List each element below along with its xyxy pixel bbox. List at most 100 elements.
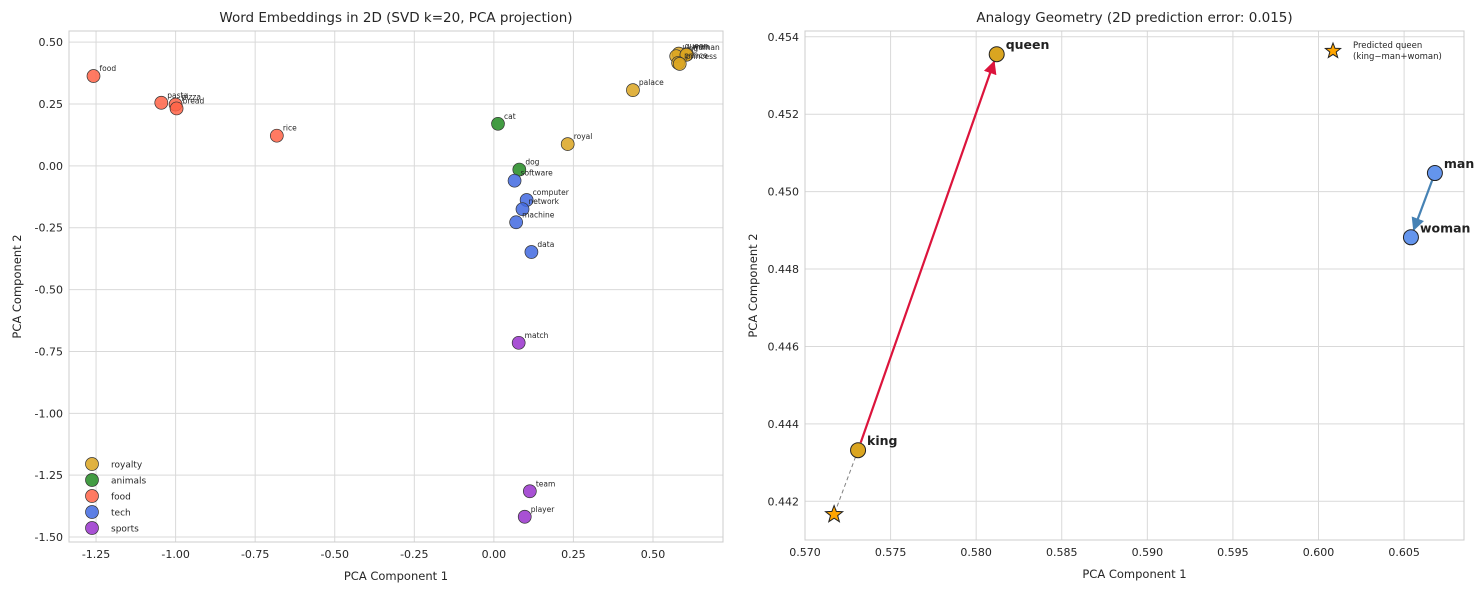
point-software [507, 173, 522, 188]
legend-label: animals [111, 477, 147, 487]
y-tick-label: 0.444 [768, 418, 800, 431]
x-tick-label: -0.75 [241, 548, 269, 561]
y-tick-label: 0.446 [768, 340, 800, 353]
x-tick-label: 0.595 [1217, 546, 1249, 559]
x-tick-label: -1.25 [82, 548, 110, 561]
y-tick-label: 0.454 [768, 31, 800, 44]
point-label: royal [574, 132, 593, 141]
legend-marker-royalty [85, 457, 99, 471]
x-axis-label: PCA Component 1 [344, 569, 448, 583]
point-king [850, 442, 867, 459]
y-tick-label: 0.50 [39, 36, 64, 49]
point-label: pizza [182, 92, 201, 101]
point-label: match [525, 331, 549, 340]
legend-label: Predicted queen [1353, 41, 1422, 51]
x-tick-label: 0.580 [960, 546, 992, 559]
point-queen [988, 46, 1005, 63]
x-tick-label: 0.575 [875, 546, 907, 559]
legend-label: sports [111, 525, 139, 535]
point-label: king [867, 433, 897, 448]
point-label: food [100, 64, 117, 73]
point-label: team [536, 479, 555, 488]
legend-label: royalty [111, 461, 143, 471]
point-label: man [693, 42, 710, 51]
point-pasta [154, 95, 169, 110]
point-match [511, 335, 526, 350]
point-label: cat [504, 112, 516, 121]
point-label: woman [692, 43, 720, 52]
arrow-king-to-queen [859, 60, 997, 444]
point-label: rice [283, 124, 297, 133]
point-royal [560, 137, 575, 151]
legend-marker-animals [85, 473, 99, 487]
point-label: queen [685, 42, 709, 51]
y-tick-label: 0.450 [768, 186, 800, 199]
point-label: software [521, 169, 554, 178]
x-tick-label: 0.25 [561, 548, 586, 561]
predicted-queen-star [824, 504, 845, 523]
point-rice [269, 128, 284, 143]
point-woman [1402, 229, 1419, 246]
y-tick-label: 0.442 [768, 495, 800, 508]
legend-marker-food [85, 489, 99, 503]
point-label: bread [183, 96, 205, 105]
prediction-dashed-line [833, 450, 859, 515]
y-tick-label: -1.25 [35, 469, 63, 482]
point-label: machine [522, 210, 555, 219]
y-tick-label: -0.50 [35, 284, 63, 297]
x-tick-label: -1.00 [161, 548, 189, 561]
point-label: princess [686, 52, 717, 61]
point-network [515, 202, 530, 217]
legend-label: food [111, 493, 131, 503]
y-tick-label: 0.25 [39, 98, 64, 111]
embeddings-chart: -1.25 -1.00 -0.75 -0.50 -0.25 0.00 0.25 0.50 -1.… [10, 10, 724, 583]
x-tick-label: 0.605 [1388, 546, 1420, 559]
legend-marker-tech [85, 505, 99, 519]
y-tick-label: -0.25 [35, 222, 63, 235]
point-player [517, 509, 532, 524]
chart-title: Analogy Geometry (2D prediction error: 0… [976, 10, 1292, 26]
point-label: woman [1420, 220, 1471, 235]
legend-star-icon [1324, 41, 1342, 59]
point-man [1426, 165, 1443, 182]
arrow-man-to-woman [1411, 180, 1434, 232]
plot-area [69, 31, 723, 542]
x-tick-label: 0.590 [1132, 546, 1164, 559]
x-tick-label: 0.570 [789, 546, 821, 559]
point-team [522, 484, 537, 499]
x-axis-label: PCA Component 1 [1082, 567, 1186, 581]
point-label: prince [684, 51, 708, 60]
y-tick-label: -0.75 [35, 345, 63, 358]
x-tick-label: 0.585 [1046, 546, 1078, 559]
y-tick-label: 0.00 [39, 160, 64, 173]
analogy-chart: 0.570 0.575 0.580 0.585 0.590 0.595 0.600 0.605… [746, 10, 1474, 581]
point-label: pasta [167, 91, 188, 100]
point-princess [672, 57, 687, 71]
point-machine [509, 215, 523, 230]
point-label: computer [533, 188, 570, 197]
y-tick-label: -1.00 [35, 407, 63, 420]
point-label: dog [525, 158, 539, 167]
x-tick-label: -0.25 [400, 548, 428, 561]
y-axis-label: PCA Component 2 [10, 234, 24, 338]
y-axis-label: PCA Component 2 [746, 233, 760, 337]
plot-area [805, 31, 1464, 540]
point-food [86, 69, 101, 83]
point-bread [169, 101, 184, 116]
x-tick-label: 0.50 [641, 548, 666, 561]
legend-label: tech [111, 509, 131, 519]
plot-frame [804, 30, 1465, 541]
x-tick-label: -0.50 [321, 548, 349, 561]
chart-title: Word Embeddings in 2D (SVD k=20, PCA pro… [219, 10, 572, 26]
point-cat [491, 116, 505, 131]
x-tick-label: 0.600 [1303, 546, 1335, 559]
legend-marker-sports [85, 521, 99, 535]
x-tick-label: 0.00 [482, 548, 507, 561]
y-tick-label: 0.448 [768, 263, 800, 276]
point-palace [626, 83, 640, 97]
point-label: player [531, 505, 555, 514]
point-label: network [529, 197, 560, 206]
legend-label: (king−man+woman) [1353, 52, 1442, 62]
point-label: man [1444, 156, 1474, 171]
plot-frame [68, 30, 724, 543]
